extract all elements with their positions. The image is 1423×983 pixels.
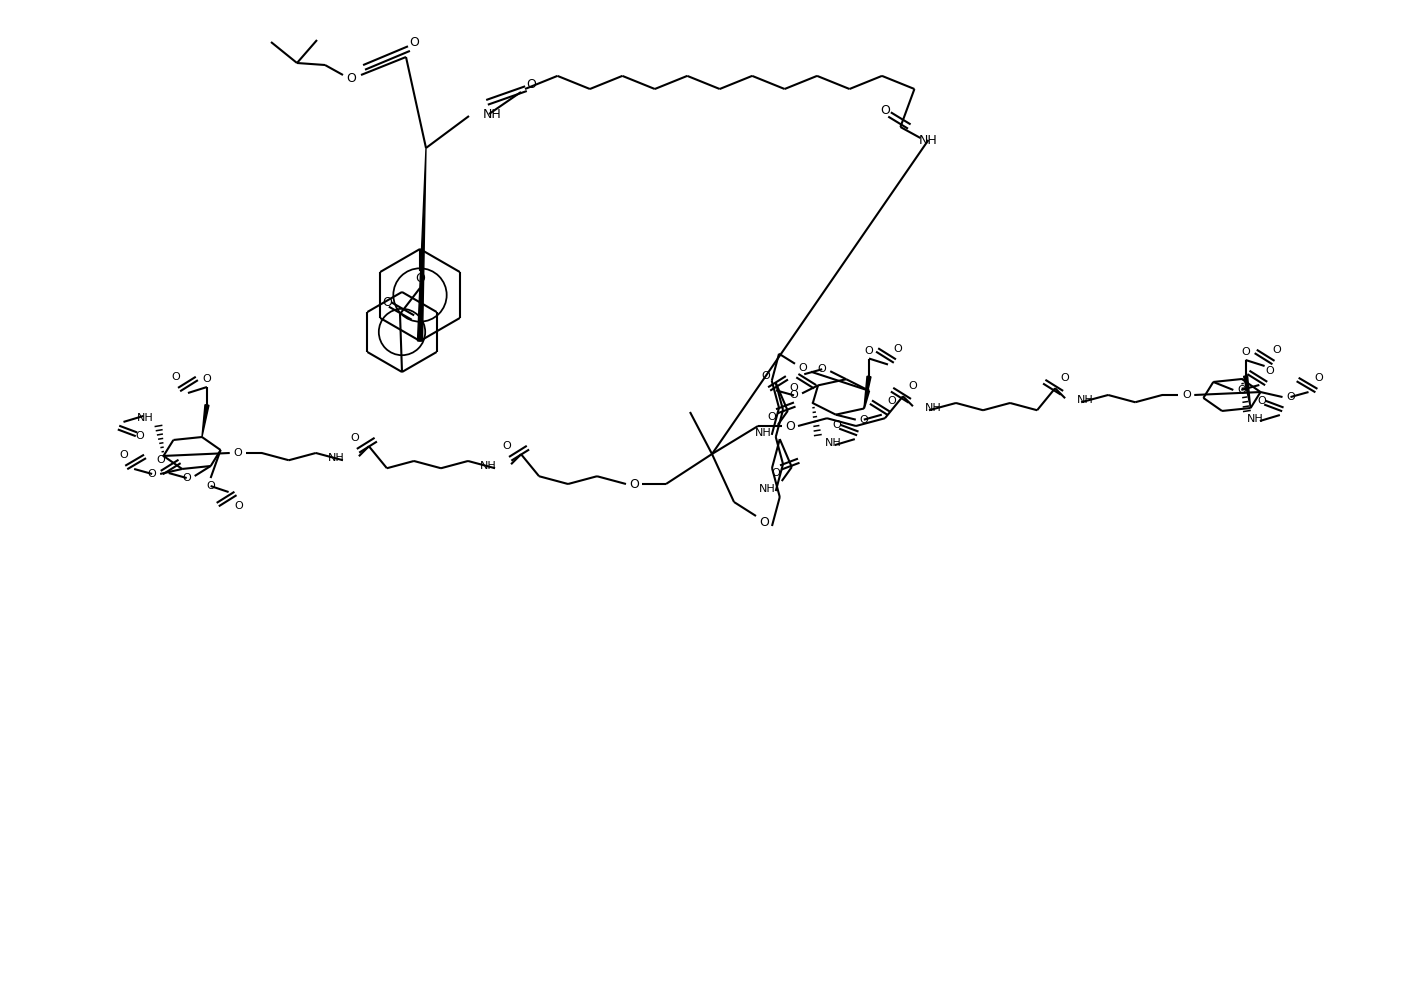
Polygon shape [202,405,209,437]
Text: O: O [381,297,391,310]
Text: O: O [233,448,242,458]
Text: O: O [790,390,798,400]
Text: O: O [502,441,511,451]
Text: O: O [416,272,425,285]
Polygon shape [864,376,871,409]
Text: O: O [157,455,165,465]
Text: NH: NH [756,428,771,437]
Text: O: O [182,473,191,483]
Text: NH: NH [482,108,502,122]
Text: O: O [202,374,212,384]
Text: NH: NH [825,438,841,448]
Text: O: O [527,78,536,90]
Text: O: O [908,381,918,391]
Polygon shape [1244,376,1251,408]
Text: O: O [758,515,768,529]
Text: O: O [408,36,418,49]
Text: NH: NH [1247,414,1264,424]
Text: NH: NH [137,413,154,423]
Text: O: O [1286,392,1295,402]
Text: NH: NH [918,135,938,147]
Text: O: O [1183,390,1191,400]
Text: NH: NH [1077,395,1094,405]
Text: O: O [859,415,868,425]
Text: NH: NH [758,484,776,494]
Text: O: O [881,104,891,118]
Text: O: O [1241,347,1249,357]
Text: O: O [629,478,639,491]
Text: O: O [1313,373,1323,383]
Text: O: O [798,363,807,373]
Text: O: O [865,345,874,356]
Text: O: O [148,469,157,479]
Text: O: O [135,431,144,441]
Text: O: O [1258,396,1266,406]
Text: NH: NH [329,453,344,463]
Text: O: O [818,365,827,375]
Text: O: O [771,468,780,478]
Text: O: O [1265,366,1274,376]
Text: O: O [888,396,896,406]
Polygon shape [417,148,425,341]
Text: O: O [761,372,770,381]
Text: NH: NH [481,461,497,471]
Text: O: O [235,501,243,511]
Text: O: O [346,73,356,86]
Text: O: O [894,343,902,354]
Text: NH: NH [925,403,942,413]
Text: O: O [172,372,181,382]
Text: O: O [832,420,841,431]
Text: O: O [790,383,798,393]
Text: O: O [1060,374,1070,383]
Text: O: O [350,434,359,443]
Text: O: O [120,450,128,460]
Text: O: O [1272,345,1281,355]
Text: O: O [767,412,776,422]
Text: O: O [206,481,215,492]
Text: O: O [1237,385,1245,395]
Text: O: O [785,420,795,433]
